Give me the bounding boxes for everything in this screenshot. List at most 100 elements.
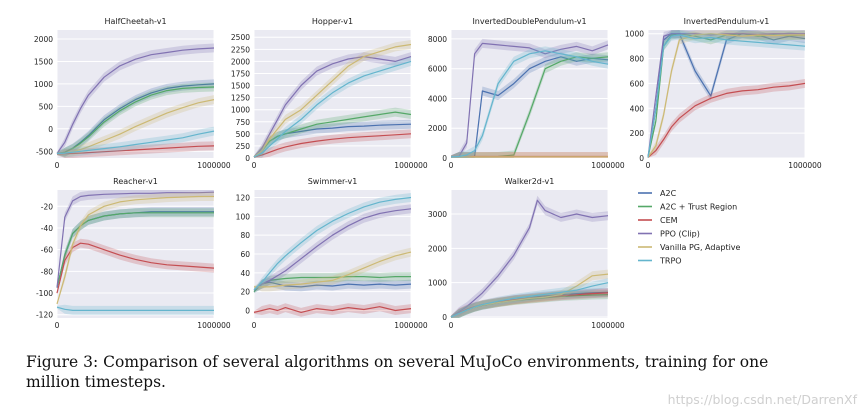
- watermark: https://blog.csdn.net/DarrenXf: [667, 392, 857, 407]
- series-line: [647, 33, 805, 158]
- x-tick-label: 1000000: [591, 321, 625, 330]
- series-ppo-clip: [450, 195, 609, 318]
- series-vanilla-pg-adaptive: [647, 30, 805, 158]
- confidence-band: [57, 190, 214, 289]
- y-tick-label: 4000: [428, 94, 447, 103]
- y-tick-label: 500: [236, 130, 251, 139]
- y-tick-label: 2500: [231, 33, 250, 42]
- subplot-title: InvertedPendulum-v1: [684, 17, 770, 26]
- legend-item-ppo-clip: PPO (Clip): [638, 230, 700, 239]
- x-tick-label: 0: [55, 321, 60, 330]
- series-line: [253, 60, 412, 158]
- y-tick-label: 1750: [231, 69, 250, 78]
- series-ppo-clip: [647, 30, 805, 158]
- legend-label: Vanilla PG, Adaptive: [660, 243, 741, 252]
- y-tick-label: 0: [245, 154, 250, 163]
- y-tick-label: 400: [630, 104, 645, 113]
- x-tick-label: 0: [449, 161, 454, 170]
- series-line: [56, 145, 215, 155]
- confidence-band: [451, 288, 608, 318]
- x-tick-label: 0: [449, 321, 454, 330]
- y-tick-label: 3000: [428, 210, 447, 219]
- confidence-band: [254, 56, 411, 158]
- y-tick-label: -80: [41, 267, 53, 276]
- series-vanilla-pg-adaptive: [253, 40, 412, 158]
- y-tick-label: 60: [240, 250, 250, 259]
- series-line: [56, 130, 215, 155]
- series-line: [450, 50, 609, 158]
- series-cem: [253, 302, 412, 317]
- x-tick-label: 1000000: [788, 161, 822, 170]
- series-trpo: [450, 46, 609, 158]
- confidence-band: [57, 43, 214, 155]
- y-tick-label: 80: [240, 231, 250, 240]
- x-tick-label: 0: [55, 161, 60, 170]
- legend-label: A2C: [660, 189, 677, 198]
- y-tick-label: -500: [36, 147, 53, 156]
- y-tick-label: 2000: [34, 35, 53, 44]
- x-tick-label: 1000000: [591, 161, 625, 170]
- legend-item-cem: CEM: [638, 216, 678, 225]
- y-tick-label: 0: [639, 154, 644, 163]
- series-trpo: [56, 126, 215, 158]
- series-line: [56, 212, 214, 288]
- series-trpo: [253, 56, 412, 158]
- confidence-band: [254, 302, 411, 317]
- series-line: [253, 43, 412, 158]
- y-tick-label: 1000: [34, 80, 53, 89]
- y-tick-label: 0: [442, 313, 447, 322]
- series-line: [56, 86, 215, 155]
- confidence-band: [254, 204, 411, 292]
- subplot-title: Reacher-v1: [113, 177, 158, 186]
- confidence-band: [648, 30, 805, 158]
- series-ppo-clip: [56, 190, 215, 289]
- series-line: [56, 191, 215, 288]
- series-line: [254, 251, 412, 288]
- subplot-title: Swimmer-v1: [308, 177, 358, 186]
- confidence-band: [451, 269, 608, 318]
- confidence-band: [254, 193, 411, 292]
- y-tick-label: 750: [236, 118, 251, 127]
- x-tick-label: 1000000: [197, 321, 231, 330]
- subplot-inverteddoublependulum-v1: 0 2000 4000 6000 8000 0 1000000 InvertedDoubleP…: [428, 17, 625, 170]
- series-line: [56, 195, 214, 305]
- y-tick-label: 6000: [428, 65, 447, 74]
- confidence-band: [451, 278, 608, 318]
- x-tick-label: 1000000: [394, 161, 428, 170]
- confidence-band: [451, 290, 608, 318]
- y-tick-label: 0: [442, 154, 447, 163]
- series-cem: [56, 141, 215, 158]
- subplot-reacher-v1: -120 -100 -80 -60 -40 -20 0 1000000 Reacher-v1: [36, 177, 231, 330]
- legend-item-trpo: TRPO: [638, 257, 682, 266]
- legend-label: TRPO: [659, 257, 682, 266]
- series-line: [56, 47, 215, 154]
- y-tick-label: 0: [48, 125, 53, 134]
- subplot-title: Walker2d-v1: [505, 177, 555, 186]
- series-cem: [647, 79, 806, 158]
- confidence-band: [254, 107, 411, 158]
- series-line: [647, 34, 806, 158]
- confidence-band: [451, 195, 608, 318]
- subplot-title: InvertedDoublePendulum-v1: [472, 17, 586, 26]
- series-line: [450, 199, 609, 318]
- y-tick-label: 40: [240, 269, 250, 278]
- y-tick-label: 2000: [428, 244, 447, 253]
- series-a2c: [253, 277, 412, 293]
- y-tick-label: 120: [236, 194, 251, 203]
- legend-item-vanilla-pg-adaptive: Vanilla PG, Adaptive: [638, 243, 741, 252]
- subplot-walker2d-v1: 0 1000 2000 3000 0 1000000 Walker2d-v1: [428, 177, 625, 330]
- series-a2c-trust-region: [56, 208, 214, 289]
- series-vanilla-pg-adaptive: [254, 247, 412, 292]
- y-tick-label: -40: [41, 224, 53, 233]
- y-tick-label: 1500: [34, 57, 53, 66]
- legend-item-a2c-trust-region: A2C + Trust Region: [638, 203, 737, 212]
- legend-label: CEM: [660, 216, 678, 225]
- y-tick-label: 1000: [231, 106, 250, 115]
- y-tick-label: -100: [36, 289, 53, 298]
- y-tick-label: 250: [236, 142, 251, 151]
- x-tick-label: 1000000: [394, 321, 428, 330]
- series-trpo: [253, 193, 412, 292]
- y-tick-label: 100: [236, 212, 251, 221]
